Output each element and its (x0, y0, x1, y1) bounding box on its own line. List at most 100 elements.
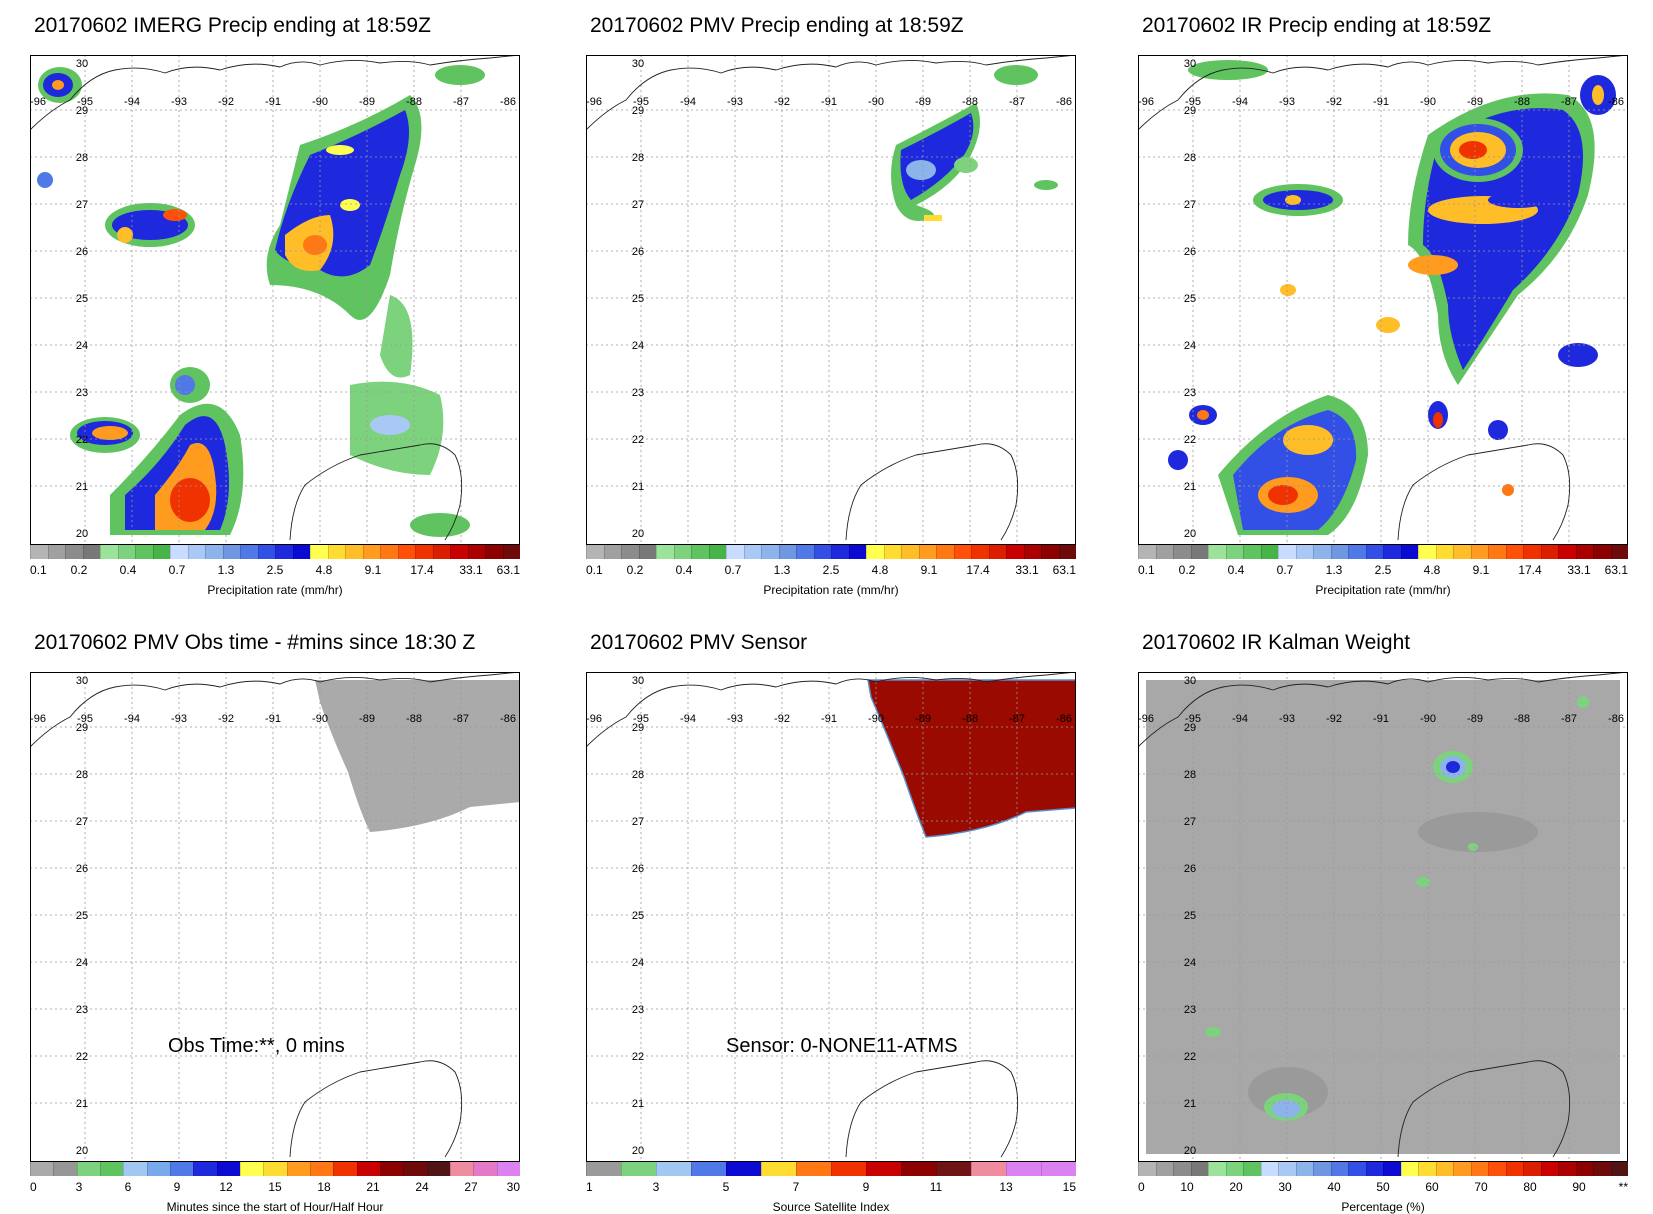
colorbar-tick-label: 1.3 (1325, 563, 1343, 577)
longitude-label: -89 (1467, 713, 1483, 725)
longitude-label: -96 (586, 713, 602, 725)
colorbar-swatch (1470, 1162, 1488, 1176)
panel-ir-precip: 20170602 IR Precip ending at 18:59Z (1138, 0, 1653, 597)
latitude-label: 26 (76, 863, 88, 875)
colorbar-swatch (1006, 1162, 1041, 1176)
colorbar-tick-label: 9 (862, 1180, 870, 1194)
colorbar-ticks: 0.1 0.2 0.4 0.7 1.3 2.5 4.8 9.1 17.4 33.1 63.1 (30, 563, 520, 579)
colorbar-swatch (1260, 545, 1278, 559)
colorbar-swatch (187, 545, 205, 559)
colorbar-swatch (449, 1162, 474, 1176)
colorbar-swatch (1540, 1162, 1558, 1176)
colorbar-tick-label: 6 (124, 1180, 132, 1194)
colorbar-tick-label: 12 (219, 1180, 233, 1194)
colorbar-tick-label: 0.2 (70, 563, 88, 577)
sensor-field (867, 679, 1076, 838)
colorbar-swatch (257, 545, 275, 559)
colorbar-swatch (1453, 1162, 1471, 1176)
longitude-label: -91 (265, 713, 281, 725)
latitude-label: 29 (1184, 722, 1196, 734)
axis-labels: -96 -95 -94 -93 -92 -91 -90 -89 -88 -87 -86 30 29 28 2… (1138, 58, 1624, 540)
panel-title: 20170602 PMV Obs time - #mins since 18:3… (34, 631, 476, 654)
colorbar-tick-label: 0.4 (675, 563, 693, 577)
longitude-label: -89 (915, 713, 931, 725)
colorbar-swatch (30, 545, 48, 559)
longitude-label: -87 (1561, 96, 1577, 108)
colorbar-swatch (1558, 1162, 1576, 1176)
colorbar-swatch (726, 1162, 761, 1176)
colorbar-swatch (193, 1162, 217, 1176)
colorbar-tick-label: 0.7 (724, 563, 742, 577)
colorbar-tick-label: 60 (1425, 1180, 1439, 1194)
colorbar-swatch (901, 545, 919, 559)
colorbar-swatch (99, 1162, 124, 1176)
colorbar-swatch (1155, 1162, 1173, 1176)
colorbar-tick-label: 9.1 (364, 563, 382, 577)
longitude-label: -88 (962, 96, 978, 108)
colorbar-swatch (761, 545, 779, 559)
latitude-label: 23 (1184, 1004, 1196, 1016)
colorbar-tick-label: 20 (1229, 1180, 1243, 1194)
colorbar-swatch (1208, 1162, 1226, 1176)
colorbar-swatch (813, 545, 831, 559)
colorbar-swatch (216, 1162, 240, 1176)
latitude-label: 24 (1184, 340, 1196, 352)
longitude-label: -90 (868, 96, 884, 108)
longitude-label: -87 (453, 713, 469, 725)
colorbar (1138, 1162, 1628, 1176)
latitude-label: 26 (632, 246, 644, 258)
latitude-label: 21 (632, 1098, 644, 1110)
colorbar-tick-label: 24 (415, 1180, 429, 1194)
latitude-label: 24 (76, 957, 88, 969)
colorbar-swatch (1418, 1162, 1436, 1176)
colorbar-tick-label: 33.1 (1015, 563, 1039, 577)
coastline (30, 55, 520, 541)
colorbar-swatch (971, 1162, 1006, 1176)
lat-lon-grid (586, 55, 1076, 545)
latitude-label: 29 (76, 722, 88, 734)
latitude-label: 25 (632, 910, 644, 922)
colorbar-swatch (1041, 1162, 1076, 1176)
latitude-label: 20 (632, 528, 644, 540)
colorbar-swatch (309, 1162, 334, 1176)
colorbar-swatch (796, 1162, 831, 1176)
colorbar-swatch (146, 1162, 170, 1176)
colorbar-tick-label: 17.4 (1518, 563, 1542, 577)
latitude-label: 21 (76, 481, 88, 493)
longitude-label: -94 (124, 96, 140, 108)
longitude-label: -93 (171, 713, 187, 725)
colorbar-swatch (1523, 545, 1541, 559)
latitude-label: 24 (1184, 957, 1196, 969)
colorbar-swatch (222, 545, 240, 559)
latitude-label: 25 (1184, 910, 1196, 922)
longitude-label: -92 (218, 96, 234, 108)
colorbar-swatch (953, 545, 971, 559)
colorbar-label: Percentage (%) (1341, 1200, 1425, 1214)
longitude-label: -96 (30, 96, 46, 108)
colorbar-swatch (1173, 1162, 1191, 1176)
colorbar-tick-label: 0.2 (1178, 563, 1196, 577)
colorbar-swatch (275, 545, 293, 559)
colorbar-swatch (1190, 1162, 1208, 1176)
latitude-label: 28 (1184, 152, 1196, 164)
colorbar-swatch (708, 545, 726, 559)
longitude-label: -87 (1009, 713, 1025, 725)
colorbar-swatch (831, 545, 849, 559)
colorbar-swatch (1435, 545, 1453, 559)
sensor-map: -96 -95 -94 -93 -92 -91 -90 -89 -88 -87 -86 30 29 28 2… (586, 672, 1076, 1162)
colorbar-swatch (848, 545, 866, 559)
colorbar-tick-label: 9 (173, 1180, 181, 1194)
colorbar-swatch (603, 545, 621, 559)
colorbar-swatch (1540, 545, 1558, 559)
colorbar-swatch (918, 545, 936, 559)
longitude-label: -88 (1514, 96, 1530, 108)
colorbar-swatch (901, 1162, 936, 1176)
coastline (30, 672, 520, 1158)
colorbar-swatch (1058, 545, 1076, 559)
latitude-label: 28 (76, 152, 88, 164)
longitude-label: -90 (312, 713, 328, 725)
colorbar-swatch (1435, 1162, 1453, 1176)
longitude-label: -92 (1326, 96, 1342, 108)
axis-labels: -96 -95 -94 -93 -92 -91 -90 -89 -88 -87 -86 30 29 28 2… (30, 58, 516, 540)
colorbar-swatch (1295, 545, 1313, 559)
